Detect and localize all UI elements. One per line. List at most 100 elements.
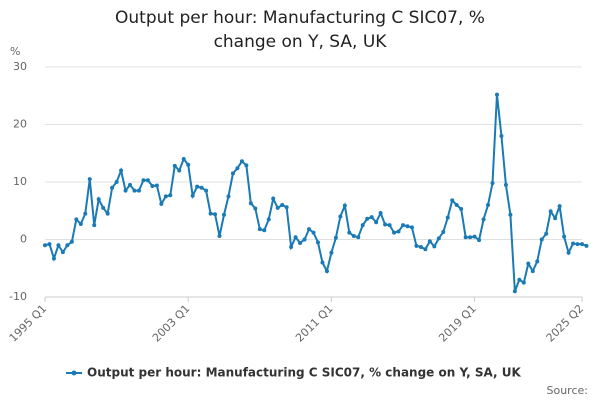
point <box>454 203 459 207</box>
point <box>566 250 571 255</box>
point <box>494 92 499 97</box>
point <box>571 241 576 246</box>
point <box>553 216 558 221</box>
point <box>539 237 544 242</box>
y-tick-label: 30 <box>13 60 27 73</box>
point <box>459 207 464 212</box>
point <box>195 184 200 189</box>
point <box>65 243 70 248</box>
point <box>365 216 370 221</box>
legend-marker <box>71 370 77 376</box>
point <box>105 211 110 216</box>
point <box>548 209 553 214</box>
point <box>338 214 343 219</box>
point <box>575 242 580 247</box>
y-tick-label: 20 <box>13 118 27 131</box>
point <box>369 215 374 220</box>
point <box>356 235 361 240</box>
x-tick-label: 2003 Q1 <box>150 302 193 345</box>
point <box>87 177 92 182</box>
point <box>284 205 289 210</box>
point <box>226 194 231 199</box>
point <box>472 234 477 239</box>
point <box>244 163 249 168</box>
point <box>298 240 303 245</box>
point <box>517 277 522 282</box>
point <box>315 240 320 245</box>
point <box>83 211 88 216</box>
point <box>535 259 540 264</box>
point <box>436 236 441 241</box>
point <box>253 206 258 211</box>
point <box>132 188 137 193</box>
point <box>239 159 244 164</box>
point <box>47 242 52 247</box>
point <box>477 238 482 243</box>
point <box>445 215 450 220</box>
point <box>342 203 347 208</box>
point <box>481 217 486 222</box>
point <box>468 235 473 240</box>
point <box>499 134 504 138</box>
point <box>128 182 133 187</box>
point <box>360 223 365 228</box>
point <box>405 224 410 229</box>
point <box>521 280 526 285</box>
point <box>172 163 177 168</box>
x-tick-label: 2025 Q2 <box>544 302 587 345</box>
point <box>441 230 446 235</box>
point <box>96 197 101 202</box>
point <box>145 178 150 183</box>
point <box>423 247 428 252</box>
x-tick-label: 1995 Q1 <box>7 302 50 345</box>
x-tick-label: 2011 Q1 <box>293 302 336 345</box>
point <box>275 205 280 210</box>
point <box>427 239 432 244</box>
point <box>378 211 383 216</box>
y-tick-label: 0 <box>20 233 27 246</box>
point <box>60 250 65 255</box>
point <box>463 235 468 240</box>
point <box>262 228 267 233</box>
point <box>150 184 155 189</box>
point <box>213 212 218 217</box>
point <box>177 168 182 173</box>
chart-title: Output per hour: Manufacturing C SIC07, … <box>115 8 485 52</box>
point <box>508 212 513 217</box>
point <box>387 223 392 228</box>
point <box>289 244 294 249</box>
point <box>141 178 146 183</box>
x-tick-label: 2019 Q1 <box>436 302 479 345</box>
point <box>257 227 262 232</box>
point <box>123 188 128 193</box>
point <box>235 166 240 171</box>
point <box>230 171 235 176</box>
point <box>302 237 307 242</box>
y-tick-label: 10 <box>13 175 27 188</box>
point <box>324 269 329 274</box>
point <box>69 239 74 244</box>
point <box>136 188 141 193</box>
point <box>320 260 325 265</box>
point <box>222 212 226 217</box>
point <box>557 204 562 209</box>
point <box>208 211 213 216</box>
point <box>526 261 531 266</box>
point <box>414 243 419 248</box>
point <box>204 188 209 193</box>
point <box>329 250 334 255</box>
point <box>432 244 437 249</box>
point <box>56 243 61 248</box>
point <box>101 205 106 210</box>
point <box>51 256 56 261</box>
point <box>544 231 549 236</box>
point <box>114 180 119 184</box>
point <box>119 168 124 173</box>
point <box>333 235 338 240</box>
point <box>486 203 491 207</box>
point <box>418 244 423 249</box>
point <box>78 221 83 226</box>
point <box>347 230 352 235</box>
point <box>392 230 397 235</box>
